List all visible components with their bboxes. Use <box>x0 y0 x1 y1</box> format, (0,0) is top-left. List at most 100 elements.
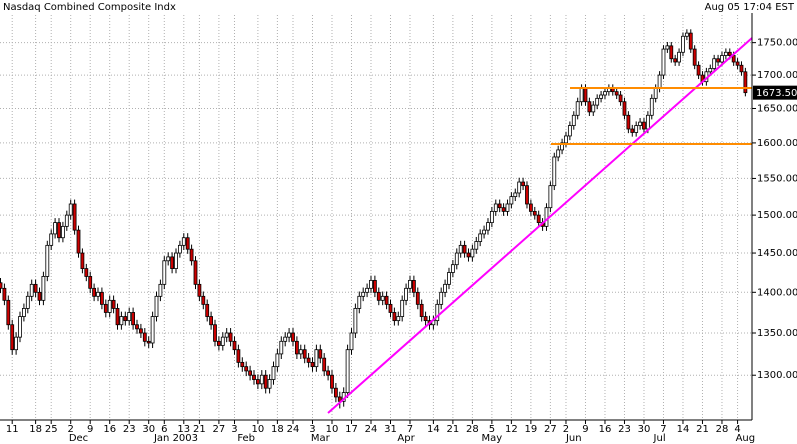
candle-body <box>642 121 646 130</box>
x-tick-label: 27 <box>544 424 557 435</box>
candle-body <box>591 104 596 113</box>
candle-body <box>135 324 139 330</box>
candle-body <box>205 303 210 317</box>
x-tick-label: 7 <box>407 424 413 435</box>
candle-body <box>92 287 97 297</box>
candle-body <box>57 222 61 239</box>
candle-body <box>587 101 592 113</box>
x-tick-label: 3 <box>231 424 237 435</box>
candle-body <box>107 299 112 313</box>
candle-body <box>626 114 631 130</box>
candle-body <box>419 303 424 317</box>
candle-body <box>665 45 670 50</box>
x-tick-label: 10 <box>326 424 339 435</box>
candle-body <box>564 135 568 144</box>
candle-body <box>291 332 295 342</box>
candle-body <box>41 276 46 301</box>
candle-body <box>396 316 401 322</box>
candle-body <box>392 312 397 322</box>
candle-body <box>493 203 498 212</box>
candle-body <box>583 87 588 103</box>
candle-body <box>302 349 307 359</box>
candle-body <box>25 295 30 309</box>
candle-body <box>618 94 623 103</box>
y-tick-label: 1500.00 <box>757 210 797 221</box>
grid-layer <box>0 0 756 424</box>
x-tick-label: 6 <box>161 424 167 435</box>
x-tick-label: 10 <box>252 424 265 435</box>
candle-body <box>80 252 85 269</box>
candle-body <box>532 210 537 216</box>
candle-body <box>669 45 674 60</box>
candle-body <box>688 32 693 50</box>
candle-body <box>22 308 26 317</box>
candle-body <box>486 222 490 231</box>
candle-body <box>560 142 564 151</box>
y-tick-label: 1550.00 <box>757 173 797 184</box>
x-tick-label: 28 <box>466 424 479 435</box>
x-tick-label: 19 <box>525 424 538 435</box>
candle-body <box>579 87 584 103</box>
month-label: Apr <box>397 433 415 444</box>
candle-body <box>96 291 100 297</box>
x-tick-label: 9 <box>87 424 93 435</box>
candle-body <box>142 332 147 342</box>
y-tick-label: 1300.00 <box>757 370 797 381</box>
candle-body <box>513 192 518 198</box>
candle-body <box>127 312 132 322</box>
candle-body <box>33 283 38 293</box>
candle-body <box>384 295 389 305</box>
candle-body <box>150 316 155 344</box>
candle-body <box>115 308 120 326</box>
month-label: Jan 2003 <box>153 433 198 444</box>
candle-body <box>501 207 506 212</box>
candle-body <box>240 361 245 368</box>
candle-body <box>552 156 557 187</box>
candle-body <box>100 291 104 305</box>
candle-body <box>61 225 65 239</box>
candle-body <box>244 366 249 372</box>
candle-body <box>411 279 416 293</box>
candle-body <box>185 237 190 250</box>
candle-body <box>544 207 549 227</box>
candle-body <box>708 68 713 73</box>
candle-body <box>318 349 323 359</box>
candle-body <box>599 94 603 99</box>
candle-body <box>279 340 284 355</box>
candle-body <box>232 340 237 351</box>
x-tick-label: 18 <box>271 424 284 435</box>
x-tick-label: 3 <box>309 424 315 435</box>
x-tick-label: 31 <box>384 424 397 435</box>
candle-body <box>603 91 607 96</box>
candle-body <box>614 91 619 96</box>
candle-body <box>712 58 717 69</box>
candle-body <box>119 316 124 326</box>
candle-body <box>536 214 541 224</box>
x-tick-label: 24 <box>365 424 378 435</box>
candle-body <box>743 71 748 94</box>
candle-body <box>146 340 151 344</box>
x-tick-label: 16 <box>599 424 612 435</box>
x-tick-label: 21 <box>193 424 206 435</box>
y-tick-label: 1600.00 <box>757 138 797 149</box>
x-tick-label: 9 <box>582 424 588 435</box>
x-tick-label: 18 <box>29 424 42 435</box>
candle-body <box>450 264 455 273</box>
month-label: Aug <box>736 433 756 444</box>
candle-body <box>252 374 256 380</box>
candle-body <box>505 203 510 212</box>
x-tick-label: 14 <box>427 424 440 435</box>
y-tick-label: 1350.00 <box>757 328 797 339</box>
candle-body <box>84 268 89 277</box>
candle-body <box>466 252 471 258</box>
candle-body <box>478 233 483 242</box>
candle-body <box>408 279 412 289</box>
x-tick-label: 23 <box>618 424 631 435</box>
month-label: Mar <box>311 433 331 444</box>
candle-body <box>259 374 264 385</box>
x-tick-label: 7 <box>660 424 666 435</box>
last-price-label: 1673.50 <box>756 88 797 99</box>
x-tick-label: 27 <box>213 424 226 435</box>
x-tick-label: 16 <box>103 424 116 435</box>
header-bar <box>0 0 797 13</box>
